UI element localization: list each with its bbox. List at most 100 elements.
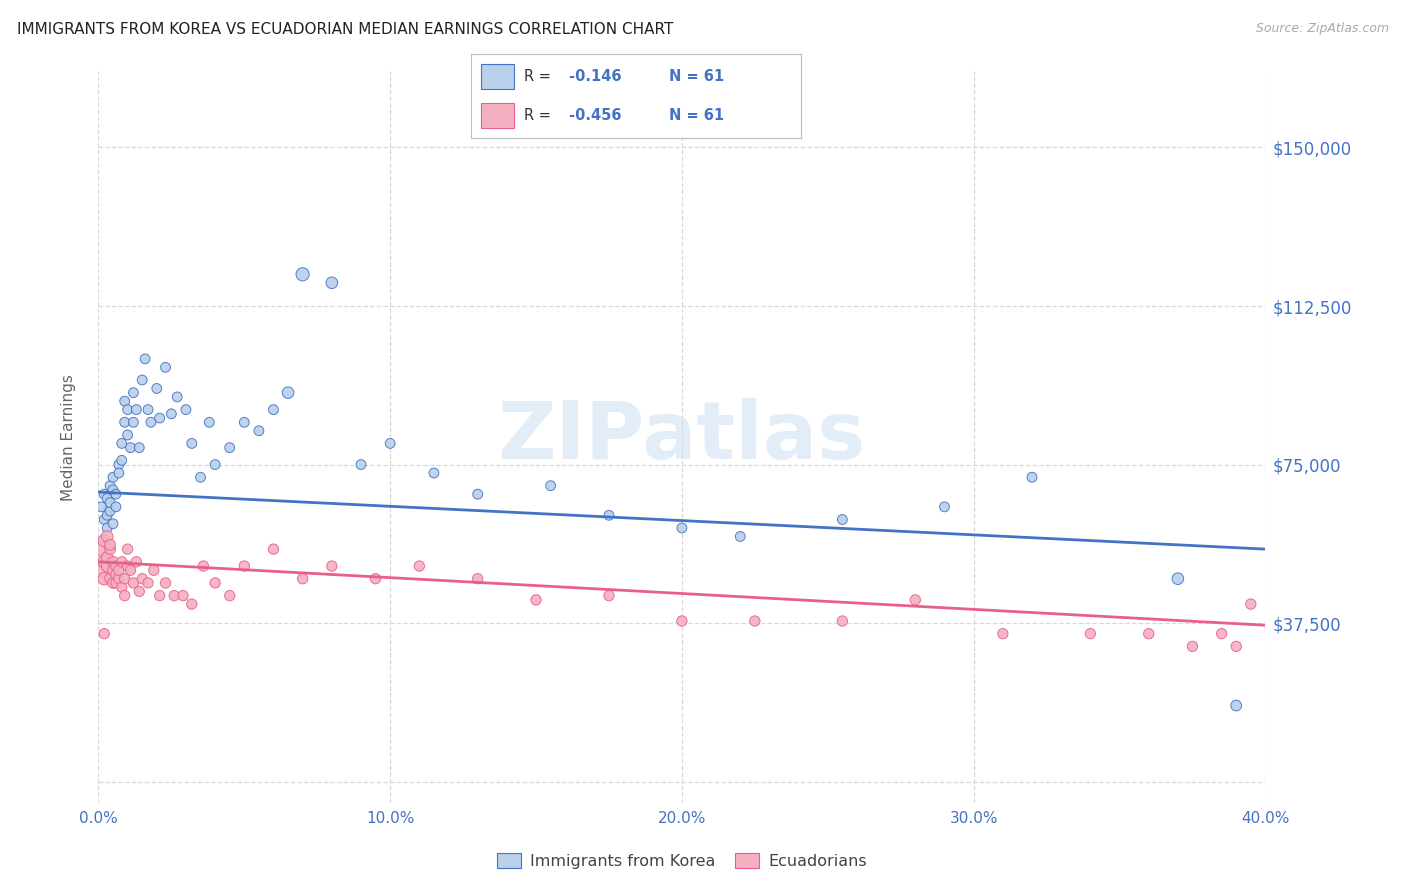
- Point: [262, 542, 284, 557]
- Point: [93, 533, 115, 548]
- Point: [117, 542, 139, 557]
- Point: [134, 351, 156, 366]
- Point: [831, 614, 853, 628]
- Point: [111, 436, 134, 450]
- Point: [142, 563, 165, 577]
- Text: ZIPatlas: ZIPatlas: [498, 398, 866, 476]
- Point: [524, 592, 547, 607]
- Point: [598, 508, 620, 523]
- Text: R =: R =: [524, 108, 551, 123]
- Point: [122, 576, 145, 591]
- Point: [1181, 640, 1204, 654]
- Text: N = 61: N = 61: [669, 108, 724, 123]
- Point: [1137, 626, 1160, 640]
- Point: [93, 487, 115, 501]
- Point: [117, 402, 139, 417]
- Point: [1240, 597, 1263, 611]
- Point: [104, 567, 127, 582]
- Point: [233, 559, 256, 574]
- Point: [93, 626, 115, 640]
- Point: [598, 589, 620, 603]
- Point: [114, 394, 136, 409]
- Point: [380, 436, 402, 450]
- Point: [291, 268, 314, 282]
- Point: [120, 441, 142, 455]
- Point: [96, 508, 118, 523]
- Point: [198, 415, 221, 429]
- Point: [93, 512, 115, 526]
- Point: [408, 559, 430, 574]
- Point: [120, 563, 142, 577]
- Point: [90, 542, 112, 557]
- Point: [117, 428, 139, 442]
- Point: [101, 576, 124, 591]
- Point: [467, 572, 489, 586]
- Point: [93, 572, 115, 586]
- Point: [190, 470, 212, 484]
- Point: [277, 385, 299, 400]
- Point: [149, 411, 172, 425]
- Point: [1167, 572, 1189, 586]
- Point: [233, 415, 256, 429]
- Point: [117, 559, 139, 574]
- Point: [114, 415, 136, 429]
- Point: [125, 402, 148, 417]
- Point: [1225, 698, 1247, 713]
- Point: [111, 580, 134, 594]
- Point: [101, 563, 124, 577]
- Point: [96, 559, 118, 574]
- Point: [1080, 626, 1102, 640]
- Point: [204, 576, 226, 591]
- Point: [131, 572, 153, 586]
- Point: [146, 381, 169, 395]
- Point: [1225, 640, 1247, 654]
- Point: [321, 276, 343, 290]
- Point: [218, 589, 240, 603]
- Point: [111, 453, 134, 467]
- Bar: [481, 103, 515, 128]
- Point: [540, 479, 562, 493]
- Point: [991, 626, 1014, 640]
- Point: [96, 529, 118, 543]
- Point: [139, 415, 162, 429]
- Point: [671, 614, 693, 628]
- Point: [321, 559, 343, 574]
- Point: [247, 424, 270, 438]
- Point: [98, 479, 121, 493]
- Point: [136, 576, 159, 591]
- Point: [104, 500, 127, 514]
- Point: [163, 589, 186, 603]
- Point: [90, 563, 112, 577]
- Point: [101, 470, 124, 484]
- Point: [114, 572, 136, 586]
- Point: [108, 466, 131, 480]
- Point: [180, 597, 202, 611]
- Point: [108, 572, 131, 586]
- Point: [128, 441, 150, 455]
- Point: [172, 589, 194, 603]
- Point: [1021, 470, 1043, 484]
- Point: [174, 402, 197, 417]
- Point: [136, 402, 159, 417]
- Point: [108, 563, 131, 577]
- Point: [122, 385, 145, 400]
- Point: [90, 500, 112, 514]
- Point: [101, 483, 124, 497]
- Point: [180, 436, 202, 450]
- Point: [101, 555, 124, 569]
- Point: [98, 495, 121, 509]
- Point: [467, 487, 489, 501]
- Text: N = 61: N = 61: [669, 69, 724, 84]
- Point: [98, 542, 121, 557]
- Text: -0.456: -0.456: [564, 108, 621, 123]
- Point: [730, 529, 752, 543]
- Point: [218, 441, 240, 455]
- Point: [98, 572, 121, 586]
- Point: [744, 614, 766, 628]
- Point: [111, 555, 134, 569]
- Point: [96, 491, 118, 506]
- Point: [114, 589, 136, 603]
- Point: [104, 487, 127, 501]
- Point: [93, 555, 115, 569]
- Text: R =: R =: [524, 69, 551, 84]
